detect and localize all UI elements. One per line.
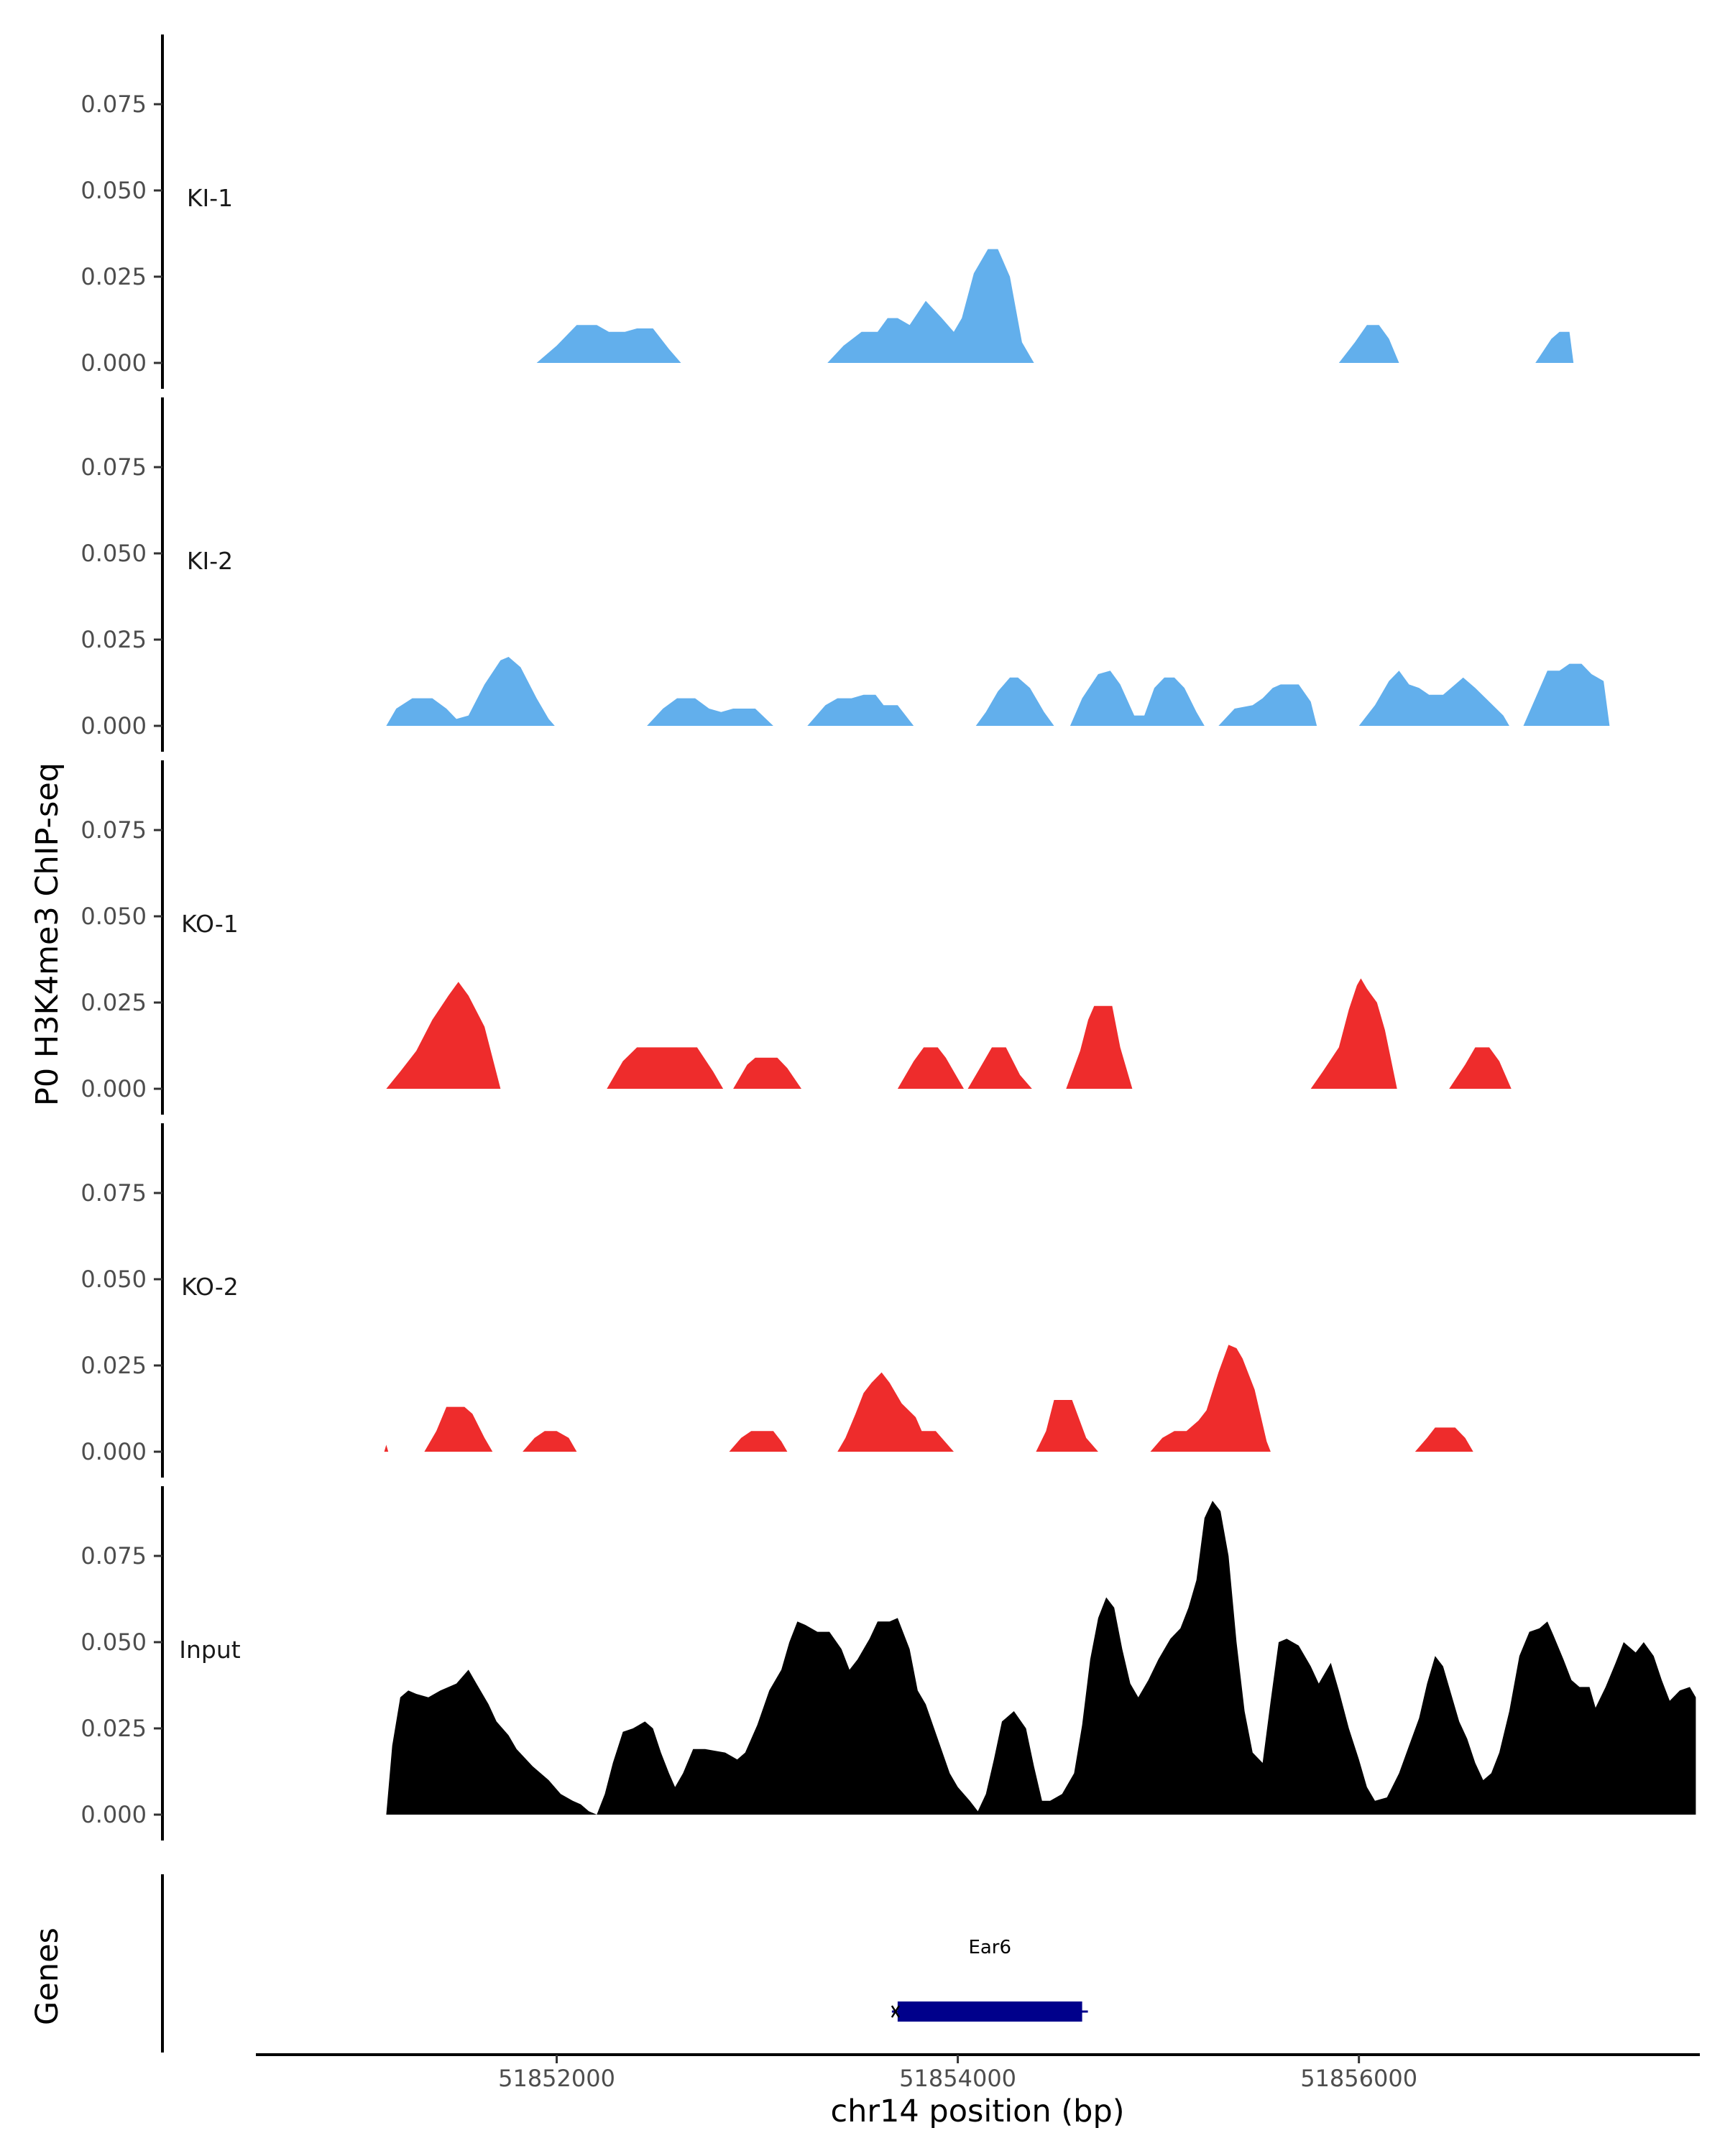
track-label: KO-2 [181,1273,239,1301]
y-tick-label: 0.075 [80,91,147,118]
signal-area-ko-2-6 [729,1431,788,1452]
y-tick-label: 0.000 [80,1075,147,1102]
y-tick-label: 0.075 [80,453,147,481]
signal-area-ki-1-4 [1338,325,1399,363]
signal-area-ko-1-2 [607,1047,724,1089]
track-label: Input [179,1636,241,1664]
signal-area-ko-1-6 [897,1047,964,1089]
gene-track: Ear6 [161,1874,1088,2053]
y-tick-label: 0.000 [80,349,147,377]
signal-area-ki-2-6 [975,677,1054,726]
y-tick-label: 0.050 [80,177,147,204]
x-axis-title: chr14 position (bp) [830,2093,1124,2129]
y-tick-label: 0.025 [80,626,147,653]
y-tick-label: 0.075 [80,1179,147,1207]
y-tick-label: 0.000 [80,1438,147,1465]
y-tick-label: 0.025 [80,989,147,1016]
signal-area-ko-1-12 [1310,978,1397,1089]
signal-area-ki-2-4 [807,694,914,726]
signal-area-ko-2-10 [1036,1400,1098,1452]
y-tick-label: 0.050 [80,540,147,567]
signal-area-ko-2-0 [384,1445,389,1452]
y-tick-label: 0.000 [80,1801,147,1828]
signal-area-ki-2-2 [647,698,773,726]
track-ko-2: 0.000 0.025 0.050 0.075 KO-2 [80,1123,1473,1478]
y-tick-label: 0.050 [80,1266,147,1293]
signal-area-ki-1-0 [536,325,681,363]
signal-area-ko-1-14 [1449,1047,1512,1089]
signal-area-ko-2-4 [523,1431,577,1452]
signal-area-ki-2-12 [1358,671,1509,726]
signal-area-ki-2-0 [386,657,555,726]
y-tick-label: 0.025 [80,263,147,290]
x-tick-label: 51852000 [498,2065,615,2092]
y-tick-label: 0.025 [80,1715,147,1742]
tracks-layer: 0.0000.0250.0500.075KI-10.0000.0250.0500… [80,34,1696,1841]
y-axis-title: P0 H3K4me3 ChIP-seq [29,763,65,1106]
track-input: 0.000 0.025 0.050 0.075 Input [80,1486,1696,1841]
track-ko-1: 0.000 0.025 0.050 0.075 KO-1 [80,760,1512,1115]
x-axis: 51852000 51854000 51856000 [256,2053,1700,2092]
gene-strand-marker [891,2005,900,2018]
signal-area-ko-2-12 [1150,1345,1271,1452]
signal-area-input-0 [386,1669,597,1815]
genes-axis-title: Genes [29,1927,65,2025]
signal-area-ko-2-2 [424,1406,493,1452]
signal-area-ki-2-10 [1218,684,1317,726]
signal-area-ki-2-8 [1070,671,1205,726]
y-tick-label: 0.075 [80,816,147,844]
x-tick-label: 51856000 [1300,2065,1417,2092]
y-tick-label: 0.050 [80,903,147,930]
signal-area-ko-1-0 [386,982,501,1089]
track-label: KI-1 [187,184,233,212]
signal-area-ko-1-10 [1066,1005,1133,1089]
signal-area-ko-2-8 [837,1372,954,1452]
signal-area-ki-1-6 [1535,331,1574,363]
y-tick-label: 0.075 [80,1542,147,1570]
track-label: KO-1 [181,910,239,938]
track-ki-1: 0.000 0.025 0.050 0.075 KI-1 [80,34,1574,389]
signal-area-ko-1-4 [733,1057,801,1089]
signal-area-input-1 [597,1501,1696,1815]
x-tick-label: 51854000 [899,2065,1016,2092]
y-tick-label: 0.000 [80,712,147,740]
signal-area-ko-2-14 [1414,1427,1473,1452]
gene-name-label: Ear6 [968,1937,1011,1958]
signal-area-ki-1-2 [827,249,1034,363]
track-label: KI-2 [187,547,233,575]
y-tick-label: 0.050 [80,1628,147,1656]
track-ki-2: 0.000 0.025 0.050 0.075 KI-2 [80,397,1610,752]
signal-area-ki-2-14 [1523,663,1610,726]
signal-area-ko-1-8 [967,1047,1032,1089]
y-tick-label: 0.025 [80,1352,147,1379]
